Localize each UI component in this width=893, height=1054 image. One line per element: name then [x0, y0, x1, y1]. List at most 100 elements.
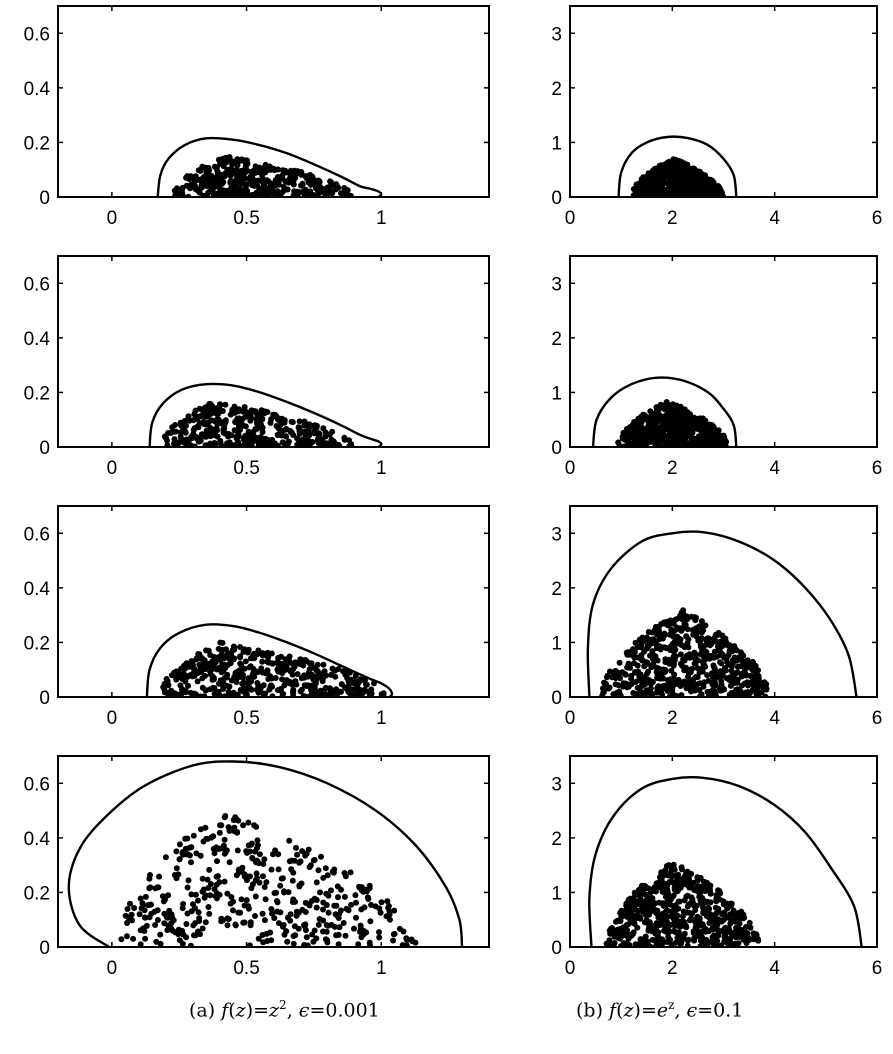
x-tick-label: 4	[769, 458, 780, 479]
scatter-point	[313, 904, 320, 911]
scatter-point	[711, 636, 718, 643]
scatter-point	[701, 679, 708, 686]
scatter-point	[658, 687, 665, 693]
scatter-point	[657, 430, 664, 437]
scatter-point	[232, 418, 239, 425]
scatter-point	[692, 192, 699, 197]
scatter-point	[286, 837, 293, 844]
scatter-point	[220, 429, 227, 436]
scatter-point	[244, 877, 250, 884]
scatter-point	[342, 932, 349, 939]
scatter-point	[694, 173, 701, 180]
scatter-point	[742, 670, 748, 677]
scatter-point	[681, 930, 688, 937]
scatter-point	[725, 661, 732, 668]
scatter-point	[661, 632, 668, 639]
scatter-point	[683, 893, 690, 900]
scatter-point	[722, 667, 729, 674]
scatter-point	[703, 899, 710, 906]
scatter-point	[679, 875, 686, 882]
scatter-point	[688, 437, 695, 444]
scatter-point	[341, 684, 348, 691]
scatter-point	[180, 419, 187, 426]
scatter-point	[739, 682, 746, 689]
panel-b-1-boundary-curve	[617, 135, 738, 197]
scatter-point	[640, 689, 647, 696]
scatter-point	[162, 896, 168, 903]
scatter-point	[290, 896, 297, 903]
caption-a-func-rhs: z	[269, 999, 280, 1022]
scatter-point	[671, 420, 678, 427]
scatter-point	[699, 171, 706, 178]
scatter-point	[661, 923, 668, 930]
scatter-point	[329, 428, 336, 435]
scatter-point	[162, 680, 169, 687]
panel-b-2-boundary-curve	[591, 376, 738, 447]
scatter-point	[696, 182, 703, 189]
scatter-point	[611, 932, 618, 939]
scatter-point	[656, 672, 662, 679]
scatter-point	[220, 163, 227, 170]
scatter-point	[248, 885, 255, 892]
scatter-point	[259, 192, 266, 197]
scatter-point	[327, 178, 334, 185]
scatter-point	[624, 908, 631, 915]
scatter-point	[256, 687, 263, 694]
scatter-point	[724, 914, 731, 921]
scatter-point	[239, 680, 246, 687]
scatter-point	[358, 925, 364, 932]
x-tick-label: 6	[872, 208, 883, 229]
scatter-point	[400, 928, 407, 935]
scatter-point	[230, 656, 237, 663]
panel-b-2: 0 2 4 6 0 1 2 3	[551, 255, 882, 479]
panel-b-4-points	[603, 861, 762, 947]
scatter-point	[234, 847, 241, 854]
scatter-point	[188, 891, 195, 898]
scatter-point	[124, 933, 130, 940]
scatter-point	[231, 824, 238, 831]
scatter-point	[323, 440, 330, 447]
scatter-point	[281, 888, 288, 895]
scatter-point	[209, 186, 216, 193]
scatter-point	[644, 659, 651, 666]
scatter-point	[314, 187, 321, 194]
y-tick-label: 0	[551, 438, 562, 459]
scatter-point	[654, 933, 661, 939]
x-tick-label: 0.5	[233, 958, 259, 979]
scatter-point	[241, 157, 248, 164]
scatter-point	[654, 645, 660, 652]
scatter-point	[275, 920, 282, 927]
scatter-point	[231, 644, 238, 651]
scatter-point	[247, 663, 254, 670]
scatter-point	[643, 891, 649, 898]
scatter-point	[243, 897, 250, 904]
scatter-point	[352, 892, 359, 899]
scatter-point	[706, 920, 713, 926]
scatter-point	[219, 661, 226, 668]
scatter-point	[663, 402, 670, 409]
scatter-point	[259, 429, 266, 435]
scatter-point	[165, 892, 172, 899]
scatter-point	[684, 869, 691, 876]
scatter-point	[249, 854, 256, 861]
scatter-point	[252, 893, 259, 900]
scatter-point	[637, 420, 644, 427]
scatter-point	[245, 682, 252, 689]
scatter-point	[295, 925, 302, 932]
scatter-point	[681, 431, 688, 438]
panel-a-4-axes-box	[57, 755, 490, 948]
scatter-point	[305, 179, 312, 186]
scatter-point	[236, 667, 243, 674]
scatter-point	[183, 934, 190, 941]
scatter-point	[195, 909, 202, 916]
scatter-point	[695, 923, 702, 930]
scatter-point	[702, 928, 709, 935]
scatter-point	[320, 928, 326, 935]
scatter-point	[678, 692, 685, 697]
scatter-point	[182, 429, 189, 436]
scatter-point	[237, 190, 244, 197]
scatter-point	[224, 440, 231, 447]
scatter-point	[314, 661, 321, 668]
scatter-point	[617, 925, 624, 932]
figure: 0 0.5 100.20.40.60 0.5 100.20.40.60 0.5 100.20…	[24, 5, 883, 979]
